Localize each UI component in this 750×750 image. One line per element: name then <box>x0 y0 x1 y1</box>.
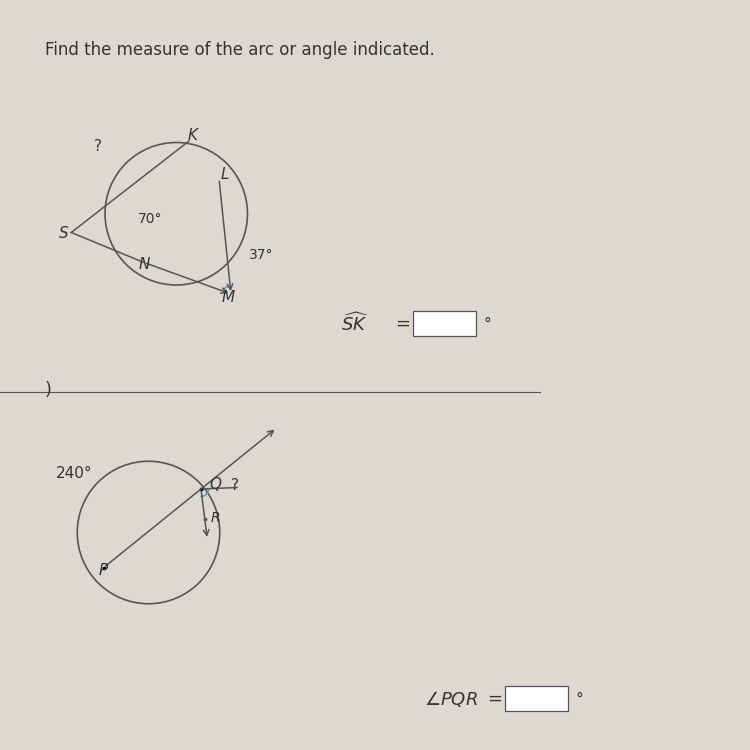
Text: °: ° <box>484 316 491 332</box>
Text: °: ° <box>576 692 584 706</box>
Text: 240°: 240° <box>56 466 93 482</box>
Text: =: = <box>488 690 502 708</box>
FancyBboxPatch shape <box>505 686 568 711</box>
Text: 37°: 37° <box>249 248 273 262</box>
Text: $S$: $S$ <box>58 224 69 241</box>
FancyBboxPatch shape <box>413 310 476 336</box>
Text: ?: ? <box>94 139 101 154</box>
Text: $\angle PQR$: $\angle PQR$ <box>424 689 478 709</box>
Text: $\widehat{SK}$: $\widehat{SK}$ <box>341 313 370 335</box>
Text: $P$: $P$ <box>98 562 109 578</box>
Text: $Q$: $Q$ <box>209 475 222 493</box>
Text: ): ) <box>45 381 52 399</box>
Text: 70°: 70° <box>138 212 162 226</box>
Text: $N$: $N$ <box>137 256 151 272</box>
Text: $K$: $K$ <box>187 127 200 143</box>
Text: ?: ? <box>231 478 239 494</box>
Text: $M$: $M$ <box>221 289 236 305</box>
Text: Find the measure of the arc or angle indicated.: Find the measure of the arc or angle ind… <box>45 41 435 59</box>
Text: $R$: $R$ <box>210 511 220 524</box>
Text: =: = <box>395 315 410 333</box>
Text: $L$: $L$ <box>220 166 230 182</box>
